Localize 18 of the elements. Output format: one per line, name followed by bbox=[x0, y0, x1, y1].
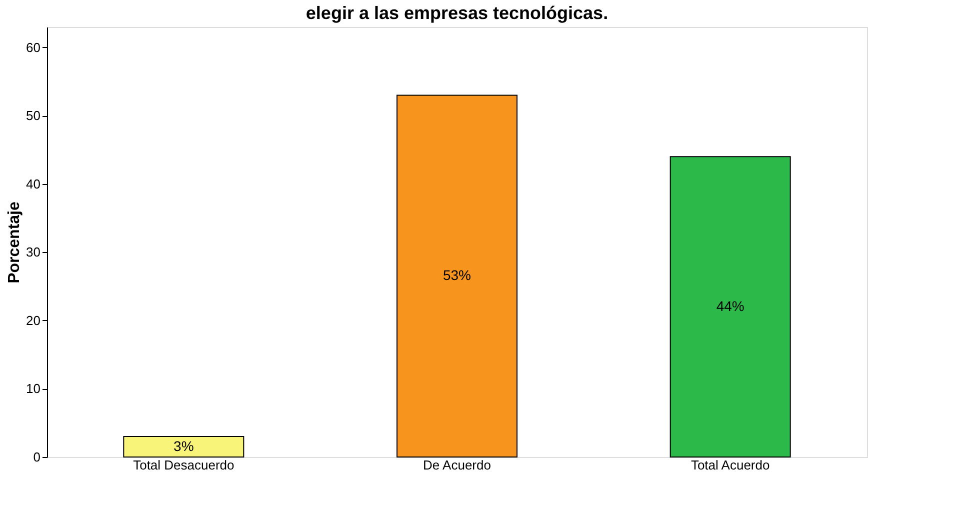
y-tick-label: 60 bbox=[26, 40, 40, 55]
bar bbox=[396, 94, 518, 458]
y-tick-label: 10 bbox=[26, 381, 40, 396]
y-tick-label: 30 bbox=[26, 244, 40, 260]
y-tick-label: 40 bbox=[26, 176, 40, 192]
data-label: 44% bbox=[716, 298, 744, 314]
chart-title: elegir a las empresas tecnológicas. bbox=[306, 3, 608, 23]
bar bbox=[123, 436, 244, 458]
x-tick-label: Total Acuerdo bbox=[690, 458, 770, 472]
y-axis-title: Porcentaje bbox=[6, 201, 24, 284]
data-label: 3% bbox=[174, 438, 194, 454]
data-label: 53% bbox=[442, 267, 472, 284]
bar bbox=[670, 156, 791, 458]
x-tick-label: De Acuerdo bbox=[423, 458, 491, 472]
y-tick-label: 20 bbox=[26, 312, 40, 328]
y-tick-label: 50 bbox=[26, 108, 40, 124]
y-tick-label: 0 bbox=[33, 450, 40, 464]
x-tick-label: Total Desacuerdo bbox=[133, 458, 234, 472]
